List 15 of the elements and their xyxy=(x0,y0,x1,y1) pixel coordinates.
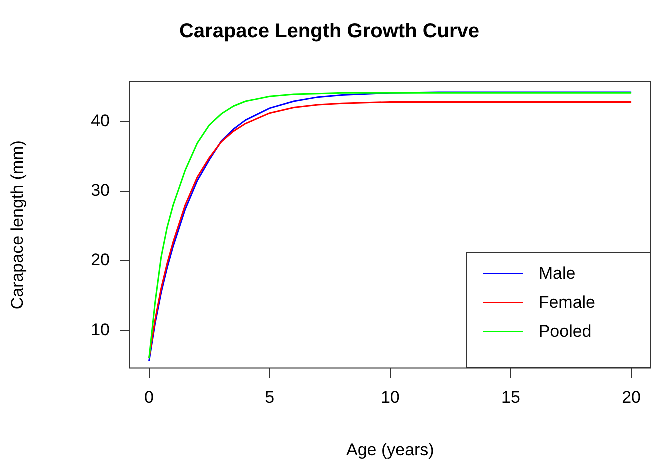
y-tick-label: 20 xyxy=(91,250,110,270)
y-tick-label: 10 xyxy=(91,320,110,340)
y-axis-title: Carapace length (mm) xyxy=(8,140,27,310)
x-tick-label: 5 xyxy=(265,388,275,408)
legend-label: Male xyxy=(538,264,576,284)
chart-title: Carapace Length Growth Curve xyxy=(179,20,480,43)
x-tick-label: 15 xyxy=(502,388,520,408)
x-axis-title: Age (years) xyxy=(346,440,434,460)
x-tick-label: 20 xyxy=(622,388,642,408)
legend-label: Pooled xyxy=(538,322,592,342)
y-tick-label: 40 xyxy=(91,111,110,130)
y-tick-label: 30 xyxy=(91,181,110,200)
x-tick-label: 0 xyxy=(144,388,154,408)
legend-label: Female xyxy=(538,292,596,313)
x-tick-label: 10 xyxy=(380,388,400,408)
